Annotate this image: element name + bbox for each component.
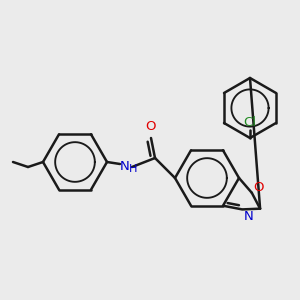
- Text: O: O: [254, 181, 264, 194]
- Text: O: O: [145, 121, 155, 134]
- Text: N: N: [120, 160, 130, 172]
- Text: Cl: Cl: [244, 116, 256, 128]
- Text: H: H: [129, 164, 137, 174]
- Text: N: N: [243, 210, 253, 223]
